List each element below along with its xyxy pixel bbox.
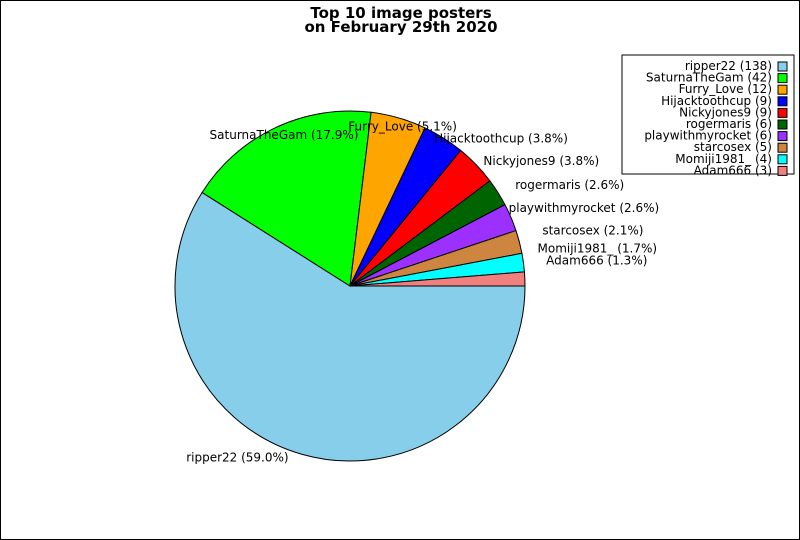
chart-title-line-2: on February 29th 2020 xyxy=(304,18,497,36)
legend-item-label: SaturnaTheGam (42) xyxy=(646,71,772,85)
legend-swatch xyxy=(777,154,788,165)
legend-swatch xyxy=(777,84,788,95)
legend-swatch xyxy=(777,73,788,84)
legend-swatch xyxy=(777,142,788,153)
pie-slice-ripper22 xyxy=(174,191,526,462)
pie-slice-adam666 xyxy=(349,271,526,287)
legend-swatch xyxy=(777,165,788,176)
pie-slices xyxy=(174,110,526,462)
legend-item-label: Adam666 (3) xyxy=(694,163,772,177)
legend-swatch xyxy=(777,131,788,142)
slice-label: Nickyjones9 (3.8%) xyxy=(483,154,599,168)
slice-label: ripper22 (59.0%) xyxy=(186,451,288,465)
legend-item-label: Hijacktoothcup (9) xyxy=(661,94,772,108)
slice-label: playwithmyrocket (2.6%) xyxy=(509,201,660,215)
legend-item-label: starcosex (5) xyxy=(694,140,772,154)
slice-label: Momiji1981_ (1.7%) xyxy=(538,242,658,256)
slice-label: Furry_Love (5.1%) xyxy=(348,120,457,134)
legend-item-label: playwithmyrocket (6) xyxy=(644,129,772,143)
legend-box xyxy=(621,54,795,175)
slice-label: starcosex (2.1%) xyxy=(542,223,643,237)
legend-items: ripper22 (138)SaturnaTheGam (42)Furry_Lo… xyxy=(644,59,788,177)
slice-label: Adam666 (1.3%) xyxy=(546,253,647,267)
legend: ripper22 (138)SaturnaTheGam (42)Furry_Lo… xyxy=(621,54,795,177)
slice-label: SaturnaTheGam (17.9%) xyxy=(210,128,359,142)
legend-item-label: Furry_Love (12) xyxy=(679,82,772,96)
legend-item-label: Nickyjones9 (9) xyxy=(679,105,772,119)
chart-title-line-1: Top 10 image posters xyxy=(310,4,491,22)
legend-swatch xyxy=(777,107,788,118)
legend-item-label: ripper22 (138) xyxy=(685,59,772,73)
legend-item-label: rogermaris (6) xyxy=(686,117,772,131)
slice-label: Hijacktoothcup (3.8%) xyxy=(434,131,568,145)
legend-swatch xyxy=(777,61,788,72)
pie-labels: ripper22 (59.0%) SaturnaTheGam (17.9%)Fur… xyxy=(186,120,659,465)
pie-slice-saturnathegam xyxy=(201,110,372,287)
legend-swatch xyxy=(777,119,788,130)
slice-label: rogermaris (2.6%) xyxy=(515,178,624,192)
legend-item-label: Momiji1981_ (4) xyxy=(675,152,772,166)
legend-swatch xyxy=(777,96,788,107)
